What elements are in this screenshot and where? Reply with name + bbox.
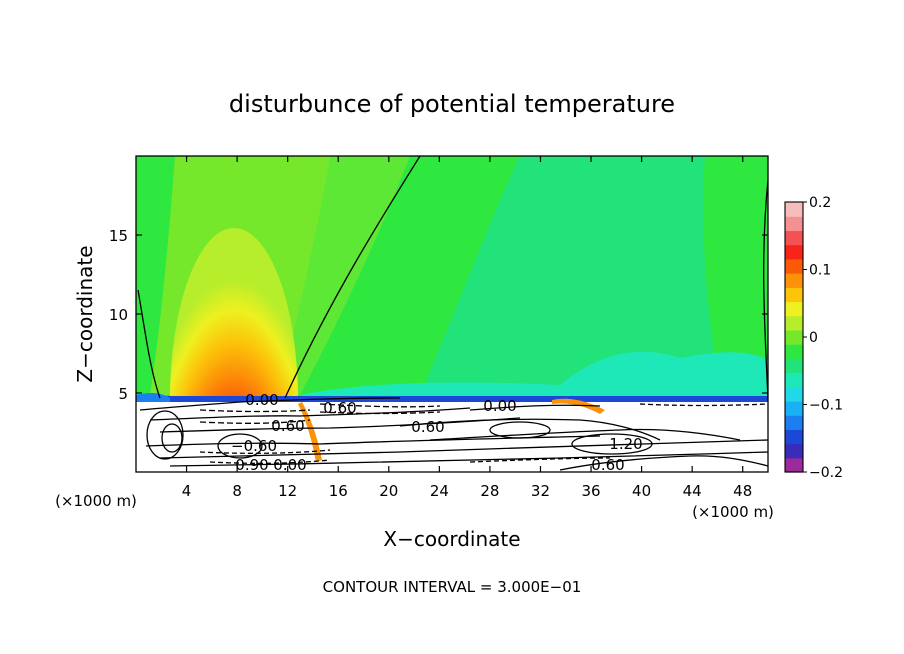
contour-label: 1.20: [609, 435, 642, 453]
x-tick-label: 4: [182, 482, 192, 500]
y-tick-label: 5: [118, 385, 128, 403]
colorbar-swatch: [785, 273, 803, 288]
colorbar-tick-label: 0.2: [809, 195, 831, 211]
x-axis: 4 8 12 16 20 24 28 32 36 40 44 48: [182, 156, 752, 500]
x-tick-label: 20: [379, 482, 398, 500]
contour-lines: [137, 156, 768, 471]
colorbar-swatch: [785, 329, 803, 345]
contour-labels: 0.00 0.60 0.00 0.60 0.60 −0.60 1.20 0.90…: [231, 391, 643, 474]
colorbar-tick-label: −0.2: [809, 465, 843, 481]
contour-label: 0.00: [483, 397, 516, 415]
contour-label: 0.90: [235, 456, 268, 474]
contour-label: 0.60: [271, 417, 304, 435]
colorbar-swatch: [785, 301, 803, 317]
colorbar-swatch: [785, 315, 803, 331]
contour-label: 0.00: [273, 456, 306, 474]
x-tick-label: 32: [531, 482, 550, 500]
colorbar-tick-label: 0: [809, 330, 818, 346]
contour-label: 0.60: [591, 456, 624, 474]
x-unit-left: (×1000 m): [55, 492, 137, 510]
x-tick-label: 40: [632, 482, 651, 500]
x-tick-label: 24: [430, 482, 449, 500]
colorbar-swatch: [785, 400, 803, 416]
contour-interval-note: CONTOUR INTERVAL = 3.000E−01: [323, 578, 582, 596]
colorbar-swatch: [785, 386, 803, 402]
colorbar-swatch: [785, 429, 803, 445]
colorbar-tick-label: −0.1: [809, 398, 843, 414]
colorbar-swatch: [785, 258, 803, 274]
colorbar-tick-label: 0.1: [809, 263, 831, 279]
y-axis: 5 10 15: [109, 227, 768, 403]
colorbar-swatch: [785, 202, 803, 217]
x-tick-label: 36: [581, 482, 600, 500]
x-unit-right: (×1000 m): [692, 503, 774, 521]
contour-label: 0.00: [245, 391, 278, 409]
colorbar-swatch: [785, 372, 803, 388]
colorbar-swatch: [785, 244, 803, 260]
contour-label: 0.60: [411, 418, 444, 436]
colorbar-swatch: [785, 443, 803, 459]
colorbar-swatch: [785, 415, 803, 430]
heatmap-field: [136, 156, 768, 472]
contour-label: −0.60: [231, 437, 277, 455]
x-tick-label: 8: [232, 482, 242, 500]
y-tick-label: 15: [109, 227, 128, 245]
x-tick-label: 12: [278, 482, 297, 500]
y-axis-label: Z−coordinate: [73, 245, 97, 382]
contour-label: 0.60: [323, 399, 356, 417]
y-tick-label: 10: [109, 306, 128, 324]
colorbar-swatch: [785, 344, 803, 359]
x-axis-label: X−coordinate: [383, 527, 520, 551]
colorbar-swatch: [785, 216, 803, 232]
x-tick-label: 16: [329, 482, 348, 500]
x-tick-label: 28: [480, 482, 499, 500]
x-tick-label: 48: [733, 482, 752, 500]
chart-title: disturbunce of potential temperature: [229, 90, 675, 118]
colorbar: 0.2 0.1 0 −0.1 −0.2: [784, 195, 843, 481]
colorbar-swatch: [785, 230, 803, 246]
colorbar-swatch: [785, 287, 803, 303]
colorbar-swatch: [785, 358, 803, 374]
colorbar-swatch: [785, 457, 803, 473]
x-tick-label: 44: [683, 482, 702, 500]
